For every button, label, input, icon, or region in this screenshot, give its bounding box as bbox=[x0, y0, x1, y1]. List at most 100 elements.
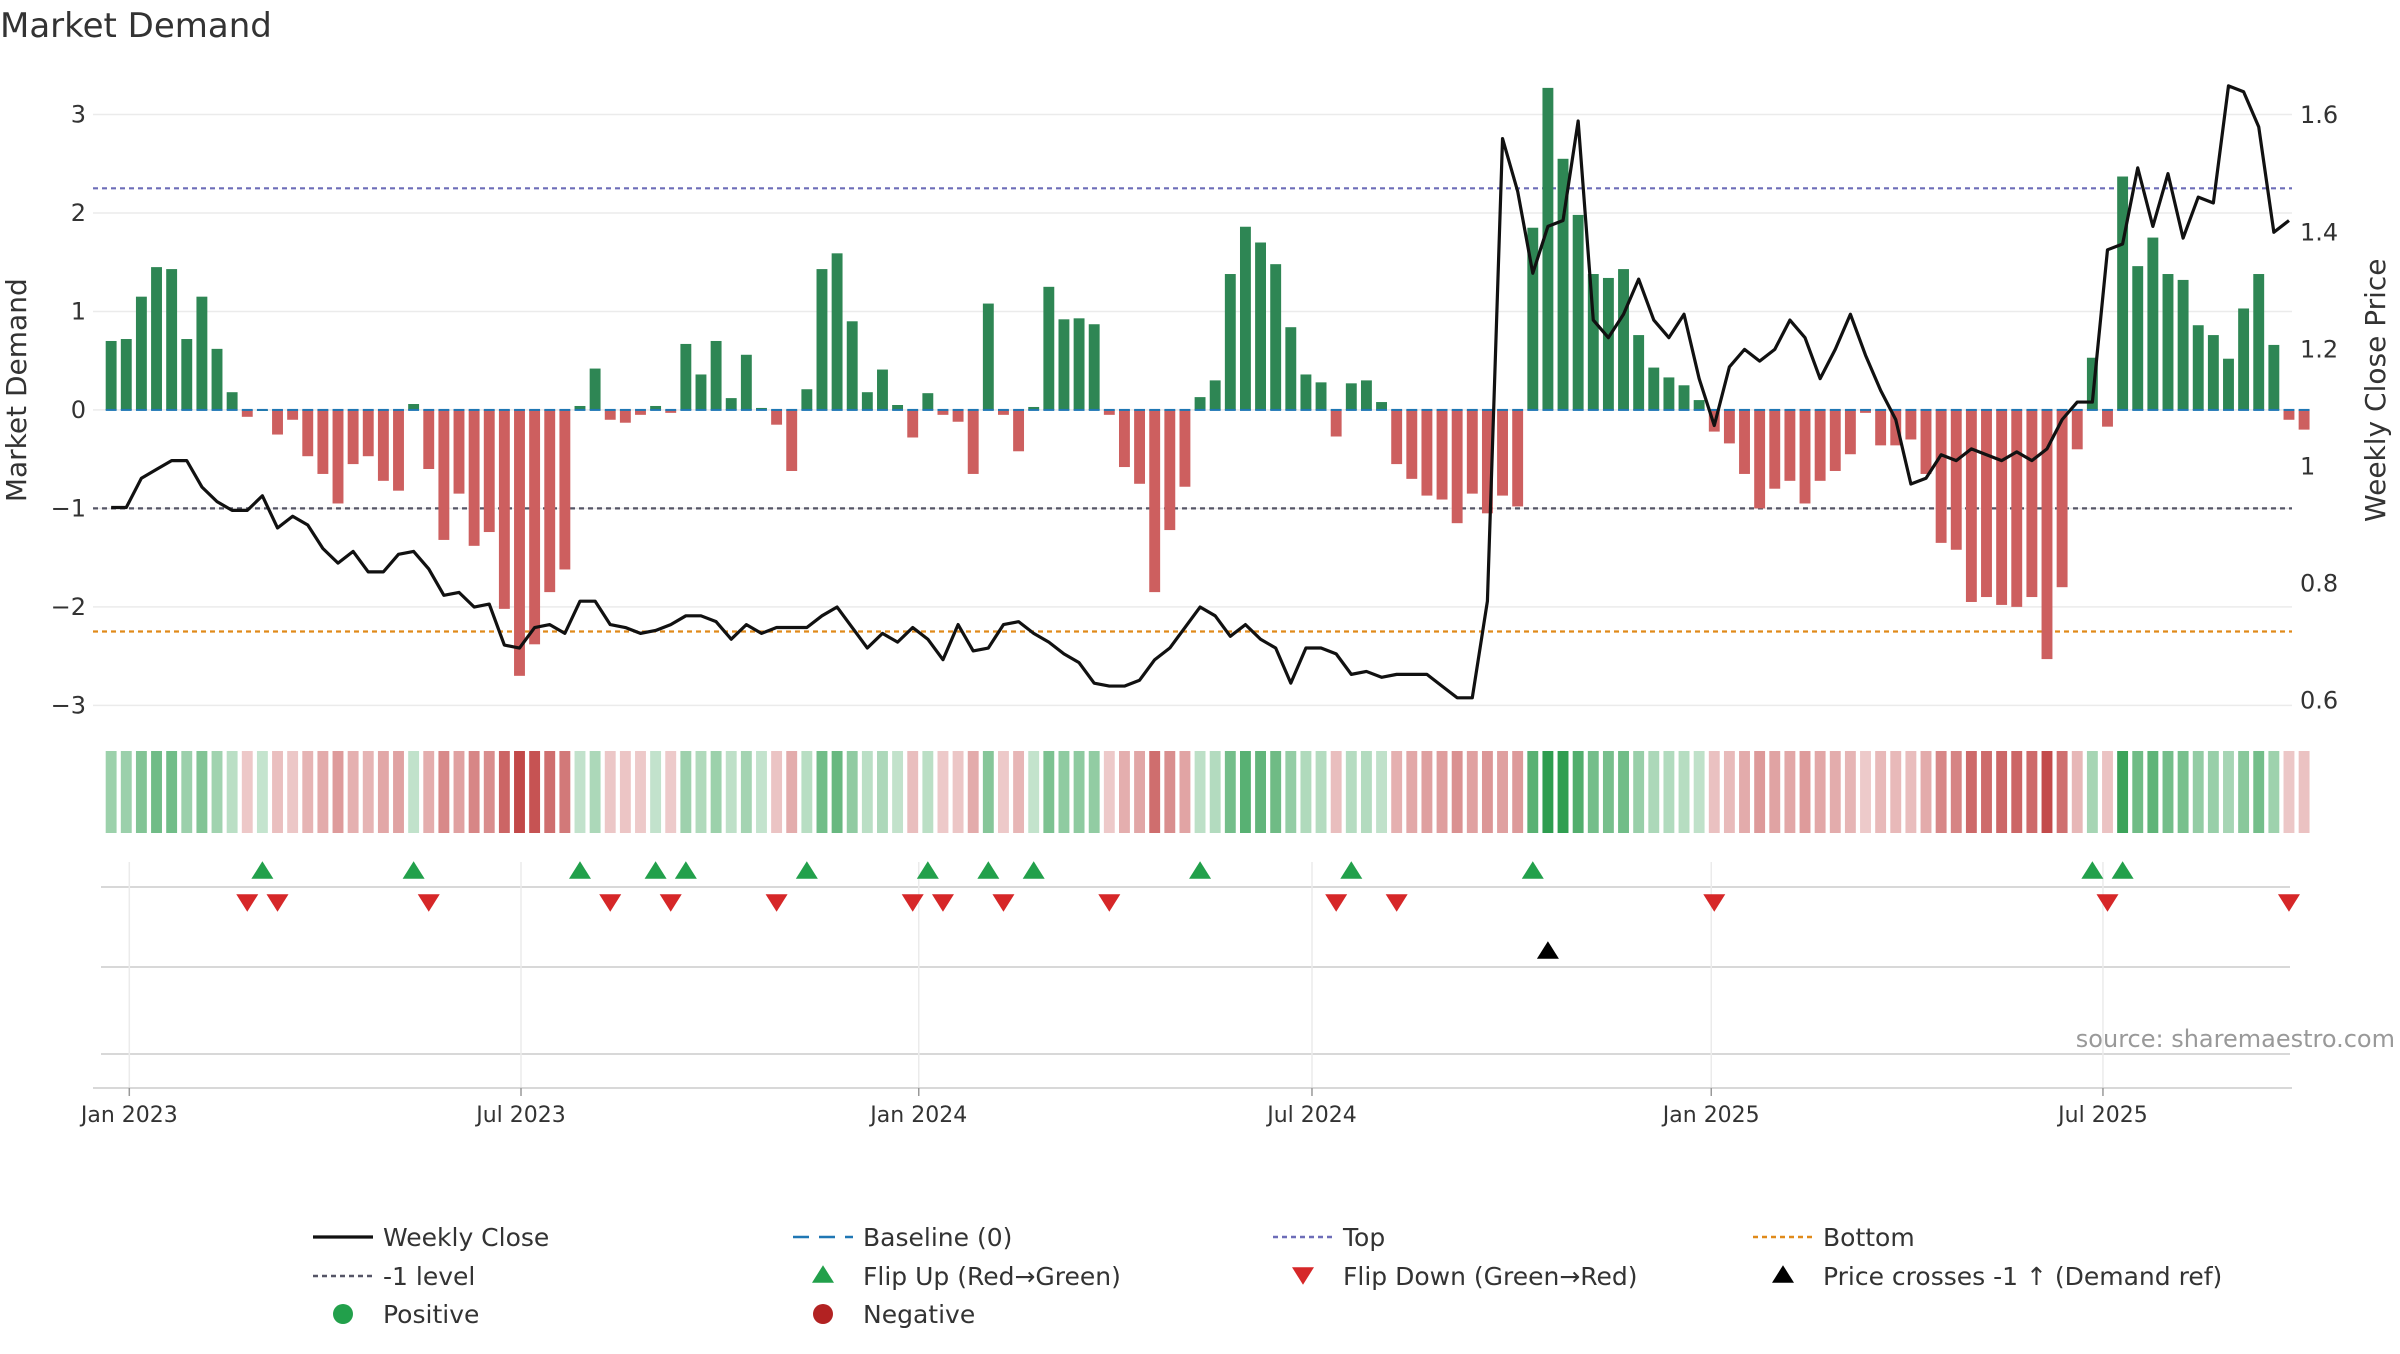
heat-cell bbox=[1557, 751, 1569, 833]
heat-cell bbox=[695, 751, 707, 833]
demand-bar-negative bbox=[967, 409, 979, 474]
flip-up-marker bbox=[2081, 861, 2104, 879]
demand-bar-negative bbox=[1875, 409, 1887, 446]
heat-cell bbox=[1073, 751, 1085, 833]
heat-cell bbox=[1799, 751, 1811, 833]
demand-bar-negative bbox=[604, 409, 616, 420]
heat-cell bbox=[831, 751, 843, 833]
heat-cell bbox=[937, 751, 949, 833]
demand-bar-negative bbox=[1981, 409, 1992, 598]
heat-cell bbox=[846, 751, 858, 833]
heat-cell bbox=[1345, 751, 1357, 833]
price-cross-marker bbox=[1536, 941, 1559, 959]
demand-bar-negative bbox=[2011, 409, 2023, 607]
x-tick-label: Jan 2024 bbox=[868, 1103, 967, 1128]
demand-bar-negative bbox=[2283, 409, 2295, 420]
heat-cell bbox=[982, 751, 994, 833]
demand-bar-positive bbox=[1285, 327, 1297, 410]
legend-label-weekly-close: Weekly Close bbox=[383, 1223, 549, 1252]
heat-cell bbox=[2298, 751, 2310, 833]
demand-bar-negative bbox=[241, 409, 253, 417]
demand-bar-positive bbox=[650, 405, 662, 410]
demand-bar-negative bbox=[362, 409, 374, 457]
heat-cell bbox=[559, 751, 571, 833]
flip-down-marker bbox=[992, 894, 1015, 912]
heat-cell bbox=[1512, 751, 1524, 833]
legend-label-positive: Positive bbox=[383, 1300, 479, 1329]
flip-up-marker bbox=[644, 861, 667, 879]
demand-bar-negative bbox=[1950, 409, 1962, 550]
demand-bar-positive bbox=[2086, 357, 2098, 410]
y-right-tick-label: 0.6 bbox=[2300, 687, 2338, 715]
demand-bar-positive bbox=[105, 340, 117, 410]
y-left-tick-label: −3 bbox=[51, 691, 86, 719]
demand-bar-negative bbox=[302, 409, 314, 457]
demand-bar-positive bbox=[1557, 158, 1569, 410]
heat-cell bbox=[1058, 751, 1070, 833]
y-right-tick-label: 0.8 bbox=[2300, 570, 2338, 598]
heat-cell bbox=[1784, 751, 1796, 833]
heat-cell bbox=[408, 751, 420, 833]
demand-bar-positive bbox=[120, 339, 132, 410]
legend-label-negative: Negative bbox=[863, 1300, 975, 1329]
heat-cell bbox=[1255, 751, 1266, 833]
demand-bar-negative bbox=[1330, 409, 1342, 437]
demand-bar-negative bbox=[1134, 409, 1146, 484]
demand-bar-negative bbox=[347, 409, 359, 465]
demand-bar-positive bbox=[892, 405, 904, 410]
heat-cell bbox=[1421, 751, 1433, 833]
demand-bar-negative bbox=[1739, 409, 1750, 474]
heat-cell bbox=[1466, 751, 1478, 833]
demand-bar-positive bbox=[1618, 269, 1629, 410]
demand-bar-positive bbox=[1073, 318, 1085, 410]
demand-bar-positive bbox=[861, 392, 873, 410]
heat-cell bbox=[241, 751, 253, 833]
heat-cell bbox=[1739, 751, 1750, 833]
demand-bar-negative bbox=[937, 409, 949, 415]
heat-cell bbox=[1950, 751, 1962, 833]
heat-cell bbox=[619, 751, 631, 833]
heat-cell bbox=[907, 751, 919, 833]
demand-bar-negative bbox=[1905, 409, 1917, 440]
heat-cell bbox=[272, 751, 283, 833]
demand-bar-negative bbox=[1512, 409, 1524, 507]
heat-cell bbox=[2071, 751, 2083, 833]
demand-bar-positive bbox=[589, 368, 601, 410]
demand-bar-negative bbox=[544, 409, 556, 593]
demand-bar-negative bbox=[1013, 409, 1025, 452]
demand-bar-positive bbox=[2117, 176, 2129, 410]
demand-bar-positive bbox=[2268, 344, 2280, 410]
demand-bar-positive bbox=[1376, 402, 1387, 410]
heat-cell bbox=[1164, 751, 1176, 833]
demand-bar-positive bbox=[1088, 324, 1100, 410]
flip-down-marker bbox=[266, 894, 289, 912]
demand-bar-negative bbox=[1723, 409, 1735, 444]
heat-cell bbox=[151, 751, 162, 833]
heat-cell bbox=[1119, 751, 1130, 833]
demand-bar-positive bbox=[1345, 383, 1357, 410]
heat-cell bbox=[1935, 751, 1947, 833]
heat-cell bbox=[1618, 751, 1629, 833]
heat-cell bbox=[211, 751, 223, 833]
heat-cell bbox=[1028, 751, 1040, 833]
y-left-tick-label: 0 bbox=[71, 396, 86, 424]
demand-bar-positive bbox=[2162, 274, 2174, 410]
demand-bar-positive bbox=[816, 269, 828, 410]
demand-bar-negative bbox=[1497, 409, 1508, 496]
heat-cell bbox=[604, 751, 616, 833]
demand-bar-positive bbox=[2177, 279, 2189, 410]
heat-cell bbox=[1542, 751, 1554, 833]
heat-cell bbox=[1814, 751, 1826, 833]
heat-cell bbox=[1829, 751, 1841, 833]
legend-label-bottom: Bottom bbox=[1823, 1223, 1915, 1252]
heat-cell bbox=[135, 751, 147, 833]
y-right-tick-label: 1.4 bbox=[2300, 218, 2338, 246]
heat-cell bbox=[2132, 751, 2144, 833]
flip-up-marker bbox=[402, 861, 425, 879]
heat-cell bbox=[665, 751, 677, 833]
heat-cell bbox=[2253, 751, 2265, 833]
legend-swatch-negative bbox=[813, 1304, 833, 1324]
flip-up-marker bbox=[674, 861, 697, 879]
heat-cell bbox=[105, 751, 117, 833]
